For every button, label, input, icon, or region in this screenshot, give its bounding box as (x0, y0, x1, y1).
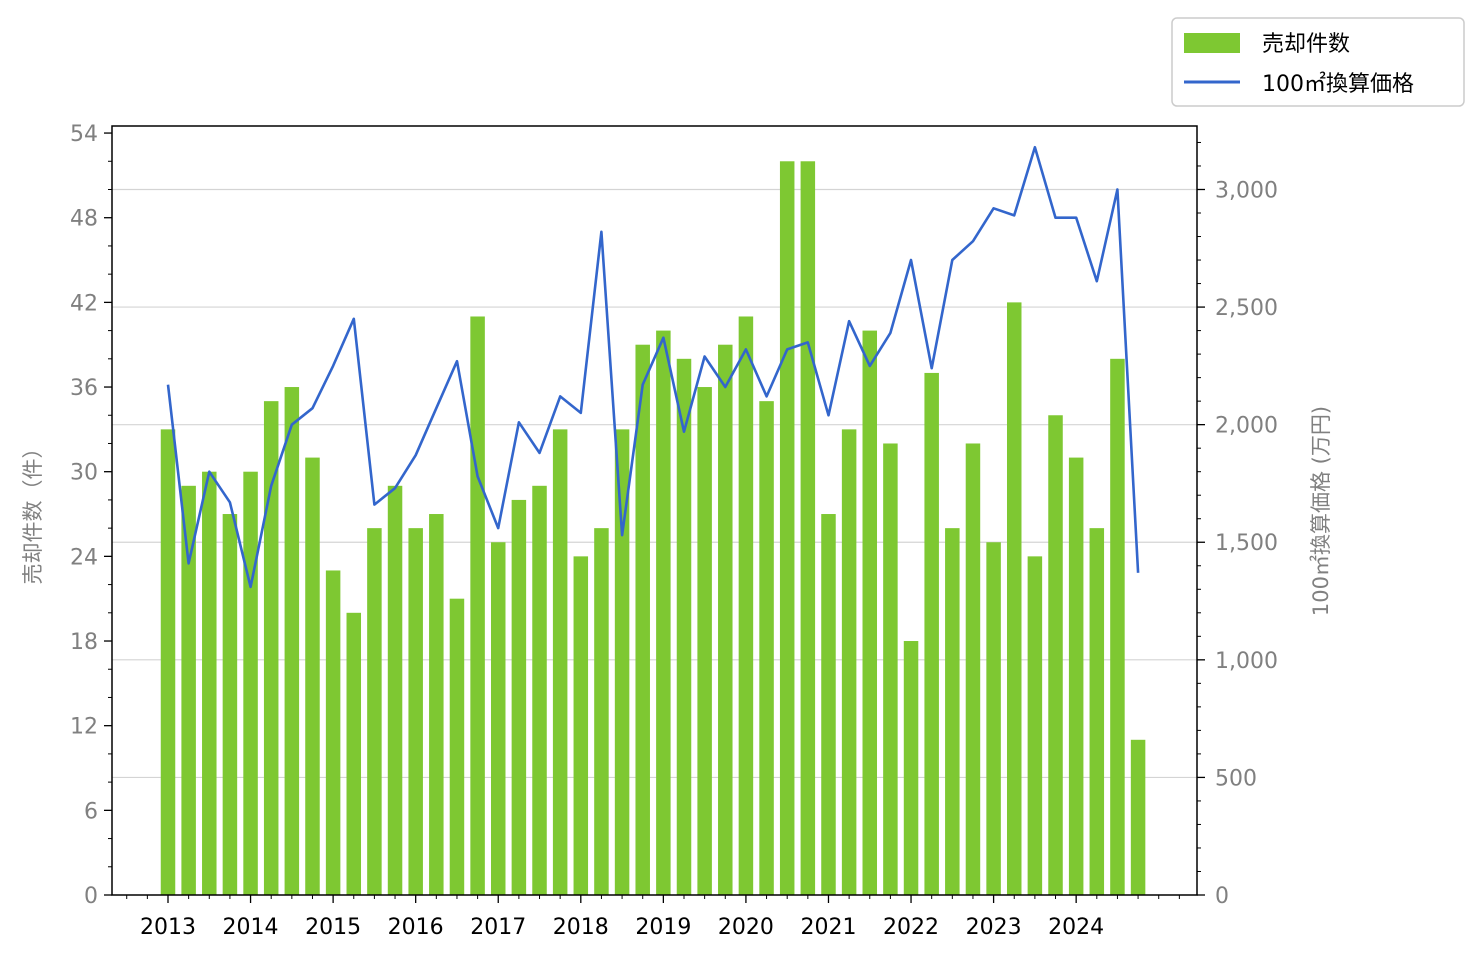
left-tick-label-1: 6 (84, 799, 98, 824)
bar-47 (1130, 739, 1146, 895)
bar-31 (800, 161, 816, 896)
bar-8 (325, 570, 341, 895)
plot-frame (111, 125, 1198, 896)
right-tick-label-0: 0 (1215, 884, 1229, 909)
bar-38 (945, 528, 960, 895)
bar-41 (1006, 302, 1022, 895)
bar-27 (718, 344, 733, 895)
right-axis-title: 100㎡換算価格 (万円) (1309, 406, 1333, 616)
bar-37 (924, 372, 939, 895)
left-tick-label-2: 12 (70, 715, 98, 740)
bar-13 (429, 514, 444, 895)
bar-46 (1110, 358, 1125, 895)
left-tick-label-9: 54 (70, 122, 98, 147)
left-axis-title: 売却件数（件） (21, 438, 45, 585)
right-tick-label-4: 2,000 (1215, 414, 1278, 439)
right-y-axis: 0 500 1,000 1,500 2,000 2,500 3,000 (1197, 141, 1278, 909)
bar-45 (1089, 528, 1105, 895)
bar-24 (656, 330, 671, 896)
bar-19 (552, 429, 568, 895)
bar-25 (676, 358, 692, 895)
bar-30 (779, 161, 795, 896)
bar-32 (821, 514, 836, 895)
left-tick-label-0: 0 (84, 884, 98, 909)
bar-14 (449, 598, 465, 895)
x-axis: 2013 2014 2015 2016 2017 2018 2019 2020 2021 2022… (126, 895, 1180, 940)
left-tick-label-4: 24 (70, 545, 98, 570)
x-tick-label-3: 2016 (388, 915, 444, 940)
bar-42 (1027, 556, 1043, 895)
bar-44 (1068, 457, 1084, 895)
bar-43 (1048, 415, 1063, 895)
bar-39 (965, 443, 981, 895)
bar-12 (408, 528, 423, 895)
bar-28 (738, 316, 754, 896)
left-tick-label-3: 18 (70, 630, 98, 655)
left-tick-label-6: 36 (70, 376, 98, 401)
bar-3 (222, 514, 238, 895)
bar-18 (532, 485, 547, 895)
x-tick-label-7: 2020 (718, 915, 774, 940)
bar-11 (387, 485, 403, 895)
legend-frame (1171, 17, 1465, 107)
bar-26 (697, 387, 712, 895)
x-tick-label-0: 2013 (140, 915, 196, 940)
right-tick-label-2: 1,000 (1215, 649, 1278, 674)
bar-10 (367, 528, 382, 895)
bar-17 (511, 499, 527, 895)
legend-label-price: 100㎡換算価格 (1262, 71, 1414, 97)
x-tick-label-6: 2019 (635, 915, 691, 940)
left-tick-label-8: 48 (70, 207, 98, 232)
bar-22 (614, 429, 630, 895)
left-tick-label-5: 30 (70, 461, 98, 486)
x-tick-label-8: 2021 (800, 915, 856, 940)
bar-15 (470, 316, 485, 896)
legend: 売却件数 100㎡換算価格 (1171, 17, 1465, 107)
x-tick-label-9: 2022 (883, 915, 939, 940)
right-tick-label-5: 2,500 (1215, 296, 1278, 321)
x-tick-label-1: 2014 (223, 915, 279, 940)
right-tick-label-6: 3,000 (1215, 178, 1278, 203)
bar-4 (243, 471, 258, 895)
x-tick-label-2: 2015 (305, 915, 361, 940)
right-tick-label-3: 1,500 (1215, 531, 1278, 556)
bar-7 (305, 457, 320, 895)
right-tick-label-1: 500 (1215, 766, 1257, 791)
left-tick-label-7: 42 (70, 291, 98, 316)
legend-swatch-bar (1184, 33, 1240, 53)
bar-9 (346, 612, 362, 895)
left-y-axis: 0 6 12 18 24 30 36 42 48 54 (70, 122, 112, 909)
x-tick-label-11: 2024 (1048, 915, 1104, 940)
bar-6 (284, 387, 300, 895)
line-series-price (166, 145, 1140, 589)
bar-21 (594, 528, 609, 895)
x-tick-label-10: 2023 (966, 915, 1022, 940)
bar-40 (986, 542, 1001, 895)
legend-label-sales-count: 売却件数 (1262, 32, 1350, 57)
price-line (166, 145, 1140, 589)
bar-0 (160, 429, 176, 895)
bar-series-sales-count (160, 161, 1146, 896)
bar-5 (263, 401, 279, 895)
bar-36 (903, 641, 919, 895)
bar-20 (573, 556, 589, 895)
x-tick-label-5: 2018 (553, 915, 609, 940)
bar-33 (841, 429, 857, 895)
bar-34 (862, 330, 878, 896)
bar-16 (490, 542, 506, 895)
bar-2 (202, 471, 217, 895)
x-tick-label-4: 2017 (470, 915, 526, 940)
bar-23 (635, 344, 650, 895)
bar-1 (181, 485, 196, 895)
bar-35 (883, 443, 898, 895)
bar-29 (759, 401, 774, 895)
